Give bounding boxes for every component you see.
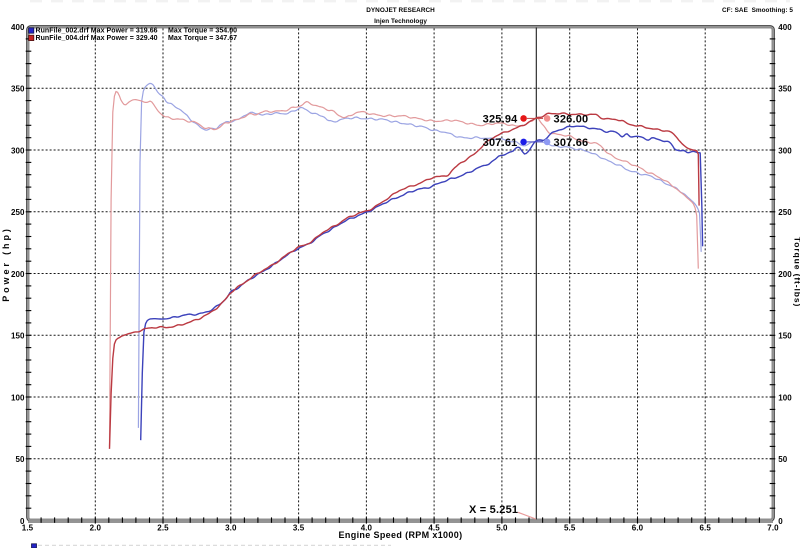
svg-text:3.5: 3.5	[293, 523, 305, 532]
svg-text:6.5: 6.5	[699, 523, 711, 532]
svg-text:325.94: 325.94	[483, 113, 519, 125]
svg-text:50: 50	[778, 455, 788, 464]
svg-text:2.0: 2.0	[90, 523, 102, 532]
svg-text:6.0: 6.0	[632, 523, 644, 532]
svg-text:Injen Technology: Injen Technology	[374, 18, 427, 25]
svg-text:250: 250	[11, 208, 25, 217]
svg-text:400: 400	[11, 23, 25, 32]
svg-text:326.00: 326.00	[554, 113, 589, 125]
svg-text:150: 150	[11, 332, 25, 341]
svg-text:50: 50	[15, 455, 25, 464]
svg-text:100: 100	[11, 393, 25, 402]
svg-text:150: 150	[778, 332, 792, 341]
svg-text:5.5: 5.5	[564, 523, 576, 532]
svg-text:5.0: 5.0	[496, 523, 508, 532]
svg-text:250: 250	[778, 208, 792, 217]
svg-text:RunFile_004.drf Max Power = 32: RunFile_004.drf Max Power = 329.40	[36, 35, 158, 42]
svg-text:1.5: 1.5	[22, 523, 34, 532]
svg-text:400: 400	[778, 23, 792, 32]
svg-text:Max Torque = 354.00: Max Torque = 354.00	[168, 28, 237, 35]
svg-text:300: 300	[778, 146, 792, 155]
svg-text:DYNOJET RESEARCH: DYNOJET RESEARCH	[366, 7, 435, 14]
svg-text:2.5: 2.5	[157, 523, 169, 532]
svg-text:RunFile_002.drf Max Power = 31: RunFile_002.drf Max Power = 319.66	[36, 28, 158, 35]
svg-text:307.66: 307.66	[554, 137, 589, 149]
svg-text:Torque (ft-lbs): Torque (ft-lbs)	[793, 237, 800, 307]
svg-text:0: 0	[20, 517, 25, 526]
svg-text:CF: SAE Smoothing: 5: CF: SAE Smoothing: 5	[722, 7, 793, 14]
svg-text:100: 100	[778, 393, 792, 402]
svg-text:200: 200	[778, 270, 792, 279]
svg-text:0: 0	[778, 517, 783, 526]
svg-text:200: 200	[11, 270, 25, 279]
svg-text:Power (hp): Power (hp)	[1, 226, 11, 302]
svg-text:4.0: 4.0	[361, 523, 373, 532]
svg-text:3.0: 3.0	[225, 523, 237, 532]
svg-text:X = 5.251: X = 5.251	[469, 504, 518, 516]
svg-text:307.61: 307.61	[483, 137, 518, 149]
svg-text:350: 350	[778, 85, 792, 94]
svg-text:Engine Speed (RPM x1000): Engine Speed (RPM x1000)	[339, 530, 463, 540]
svg-text:4.5: 4.5	[428, 523, 440, 532]
svg-text:350: 350	[11, 85, 25, 94]
svg-text:300: 300	[11, 146, 25, 155]
svg-text:Max Torque = 347.67: Max Torque = 347.67	[168, 35, 237, 42]
svg-text:7.0: 7.0	[767, 523, 779, 532]
